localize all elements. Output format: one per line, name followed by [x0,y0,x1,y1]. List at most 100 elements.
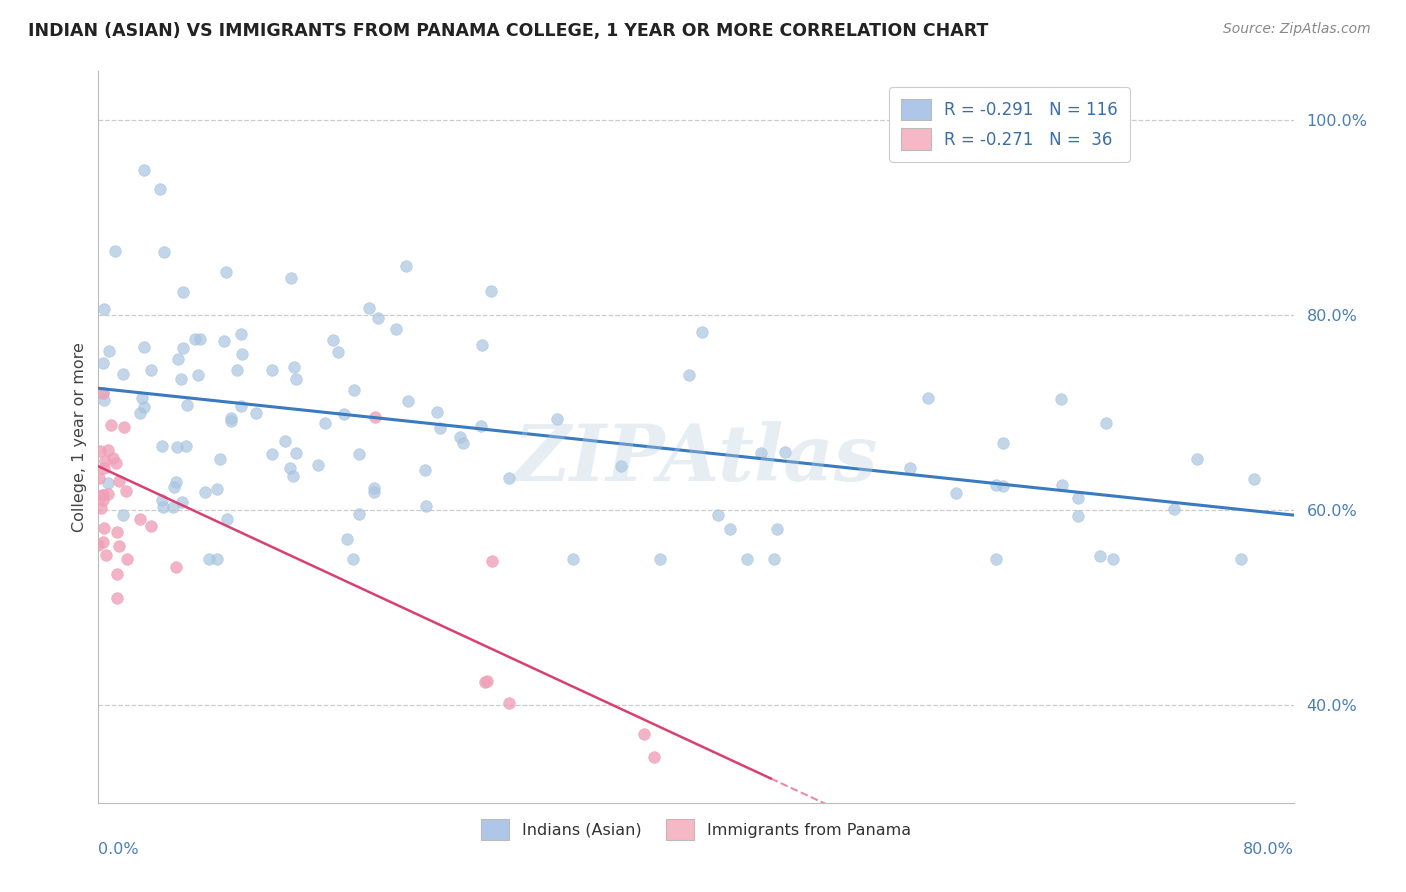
Point [93,493,115,508]
Point [91,386,114,401]
Point [112,420,135,434]
Point [172,342,194,356]
Point [285,372,308,386]
Point [139,363,162,377]
Point [115,552,138,566]
Point [363,484,385,499]
Point [187,368,209,383]
Point [546,412,568,426]
Point [105,566,128,581]
Legend: Indians (Asian), Immigrants from Panama: Indians (Asian), Immigrants from Panama [474,813,918,846]
Point [217,512,239,526]
Point [429,421,451,435]
Point [633,727,655,741]
Point [285,446,308,460]
Text: ZIPAtlas: ZIPAtlas [513,421,879,497]
Point [100,418,122,433]
Point [945,486,967,500]
Point [1067,491,1090,505]
Point [134,400,156,414]
Point [609,459,631,474]
Point [415,463,437,477]
Point [396,394,419,409]
Point [737,552,759,566]
Point [349,507,371,521]
Point [174,439,197,453]
Point [104,244,127,258]
Point [93,386,115,401]
Point [169,372,191,386]
Point [93,461,115,475]
Point [188,332,211,346]
Point [474,675,496,690]
Point [229,399,252,413]
Point [245,406,267,420]
Point [129,406,152,420]
Point [97,344,120,359]
Point [219,414,242,428]
Point [194,485,217,500]
Point [1163,501,1185,516]
Point [322,334,344,348]
Point [87,471,110,485]
Point [280,270,302,285]
Point [481,554,503,568]
Point [470,418,492,433]
Point [162,500,184,514]
Point [643,750,665,764]
Point [385,321,408,335]
Point [1102,552,1125,566]
Point [1067,509,1090,524]
Point [1088,549,1111,563]
Point [260,363,283,377]
Point [363,482,385,496]
Point [128,512,150,526]
Point [475,673,498,688]
Point [449,429,471,443]
Point [991,436,1014,450]
Point [221,411,243,425]
Point [165,475,187,490]
Point [152,500,174,515]
Point [229,327,252,342]
Point [111,367,134,381]
Point [205,552,228,566]
Point [170,495,193,509]
Point [93,356,115,370]
Point [153,244,176,259]
Point [342,552,364,566]
Point [1229,552,1251,566]
Point [1095,416,1118,430]
Point [91,488,114,502]
Point [209,451,232,466]
Point [104,456,127,470]
Point [314,416,336,430]
Point [215,265,238,279]
Point [108,474,131,488]
Point [343,384,366,398]
Point [326,345,349,359]
Point [89,444,111,458]
Point [986,478,1008,492]
Point [132,162,155,177]
Point [363,409,385,424]
Point [231,347,253,361]
Point [749,446,772,460]
Point [207,482,229,496]
Point [307,458,329,473]
Point [150,439,173,453]
Text: 0.0%: 0.0% [98,842,139,856]
Point [917,391,939,405]
Point [214,334,236,349]
Point [94,454,117,468]
Point [471,338,494,352]
Point [87,538,110,552]
Point [283,469,305,483]
Point [111,508,134,522]
Point [426,405,449,419]
Point [97,475,120,490]
Point [184,332,207,346]
Point [90,500,112,515]
Point [107,539,129,553]
Point [172,285,194,300]
